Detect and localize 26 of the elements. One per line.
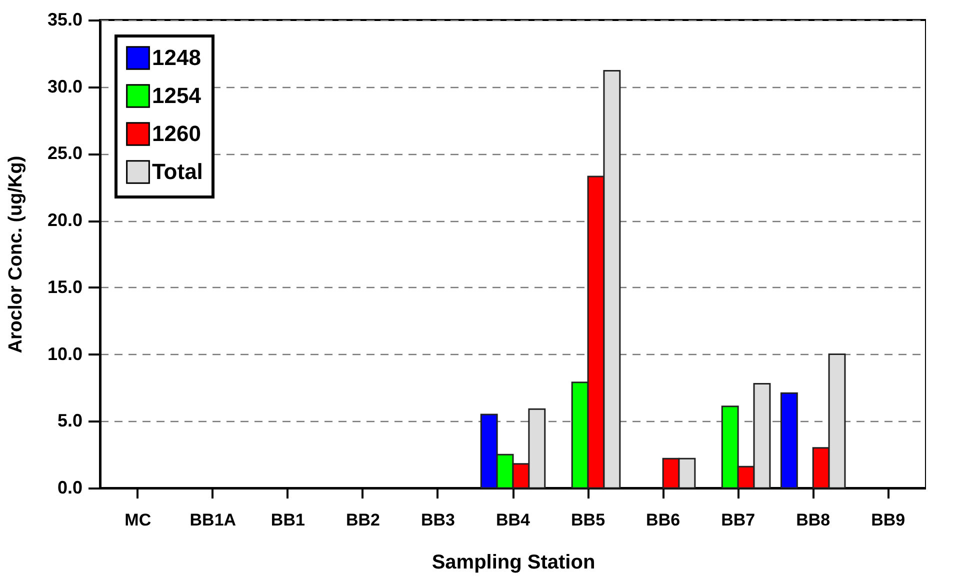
- legend-label: 1260: [152, 121, 201, 146]
- y-tick-label: 20.0: [47, 210, 82, 230]
- y-tick-label: 30.0: [47, 76, 82, 96]
- x-tick-label: BB2: [346, 510, 380, 530]
- y-tick-label: 15.0: [47, 276, 82, 297]
- x-tick-label: BB5: [571, 510, 606, 530]
- x-tick-label: BB3: [420, 510, 455, 530]
- y-tick-label: 10.0: [47, 344, 82, 364]
- x-tick-label: BB7: [721, 510, 756, 530]
- x-tick-label: BB6: [646, 510, 680, 530]
- y-tick-label: 0.0: [57, 478, 82, 498]
- legend-label: 1254: [152, 83, 202, 108]
- y-tick-label: 25.0: [47, 143, 82, 164]
- x-tick-label: BB1: [270, 510, 305, 530]
- x-tick-label: MC: [124, 510, 152, 530]
- x-tick-label: BB8: [796, 510, 830, 530]
- x-tick-label: BB9: [871, 510, 906, 530]
- x-axis-title: Sampling Station: [432, 552, 596, 574]
- x-tick-label: BB1A: [190, 510, 236, 530]
- x-tick-label: BB4: [496, 510, 531, 530]
- y-tick-label: 5.0: [57, 410, 82, 431]
- legend-label: 1248: [152, 45, 201, 70]
- bar: [780, 392, 798, 489]
- legend-label: Total: [152, 159, 203, 184]
- y-tick-label: 35.0: [47, 10, 82, 30]
- y-axis-title: Aroclor Conc. (ug/Kg): [5, 156, 26, 354]
